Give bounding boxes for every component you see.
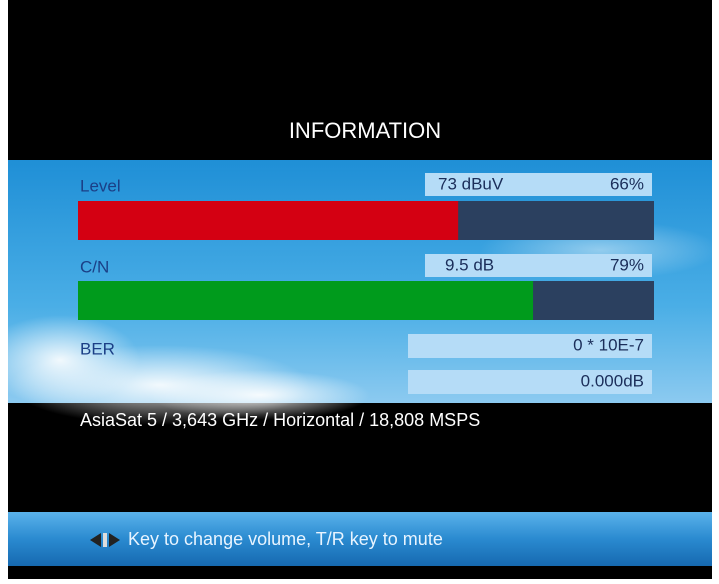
screen: INFORMATION Level 73 dBuV 66% C/N 9.5 dB… bbox=[0, 0, 719, 579]
level-reading: 73 dBuV bbox=[438, 174, 504, 193]
transponder-info: AsiaSat 5 / 3,643 GHz / Horizontal / 18,… bbox=[80, 410, 480, 430]
title: INFORMATION bbox=[289, 118, 441, 143]
cn-percent: 79% bbox=[610, 255, 644, 274]
cn-label: C/N bbox=[80, 257, 109, 276]
hint-text: Key to change volume, T/R key to mute bbox=[128, 529, 443, 549]
level-percent: 66% bbox=[610, 174, 644, 193]
cn-reading: 9.5 dB bbox=[445, 255, 494, 274]
level-label: Level bbox=[80, 176, 121, 195]
ber-label: BER bbox=[80, 339, 115, 358]
level-bar bbox=[78, 201, 458, 240]
cn-bar bbox=[78, 281, 533, 320]
ber-reading: 0 * 10E-7 bbox=[573, 335, 644, 354]
ber-extra: 0.000dB bbox=[581, 371, 644, 390]
